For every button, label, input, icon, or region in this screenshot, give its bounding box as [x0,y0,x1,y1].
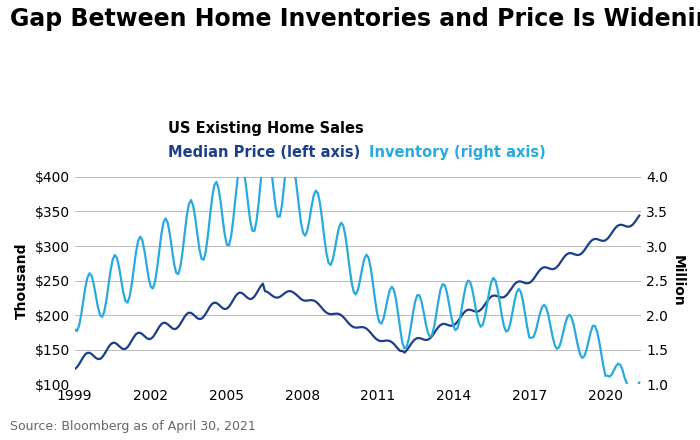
Text: Source: Bloomberg as of April 30, 2021: Source: Bloomberg as of April 30, 2021 [10,420,256,433]
Text: Median Price (left axis): Median Price (left axis) [168,145,360,161]
Text: US Existing Home Sales: US Existing Home Sales [168,121,364,136]
Text: Gap Between Home Inventories and Price Is Widening: Gap Between Home Inventories and Price I… [10,7,700,31]
Y-axis label: Thousand: Thousand [15,242,29,319]
Text: Inventory (right axis): Inventory (right axis) [370,145,546,161]
Y-axis label: Million: Million [671,255,685,306]
